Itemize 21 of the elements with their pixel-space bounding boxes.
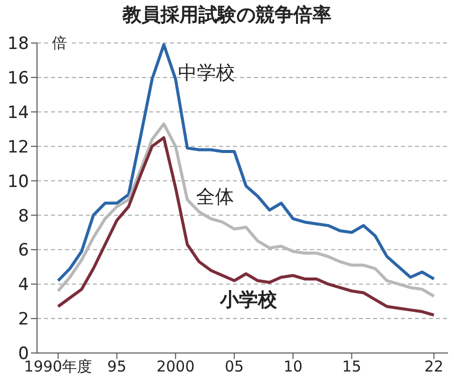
y-tick-label: 2 <box>18 310 29 330</box>
x-tick-label: 2000 <box>156 358 195 376</box>
y-tick-label: 8 <box>18 206 29 226</box>
y-tick-label: 16 <box>7 68 29 88</box>
y-tick-label: 10 <box>7 172 29 192</box>
line-series <box>56 136 436 317</box>
series-label: 全体 <box>196 185 234 210</box>
y-tick-label: 6 <box>18 240 29 261</box>
y-tick-label: 4 <box>18 275 29 296</box>
x-tick-label: 05 <box>224 358 244 376</box>
series-label: 中学校 <box>178 61 235 86</box>
y-axis-title: 倍 <box>50 34 69 53</box>
series-label: 小学校 <box>220 288 277 313</box>
x-tick-label: 10 <box>283 358 303 376</box>
y-tick-label: 12 <box>7 137 29 158</box>
chart-title: 教員採用試験の競争倍率 <box>121 3 332 28</box>
y-tick-label: 14 <box>7 102 29 123</box>
x-tick-label: 15 <box>342 358 362 376</box>
x-tick-label: 95 <box>107 358 126 376</box>
y-tick-label: 18 <box>7 34 29 54</box>
x-tick-label: 22 <box>424 358 444 376</box>
